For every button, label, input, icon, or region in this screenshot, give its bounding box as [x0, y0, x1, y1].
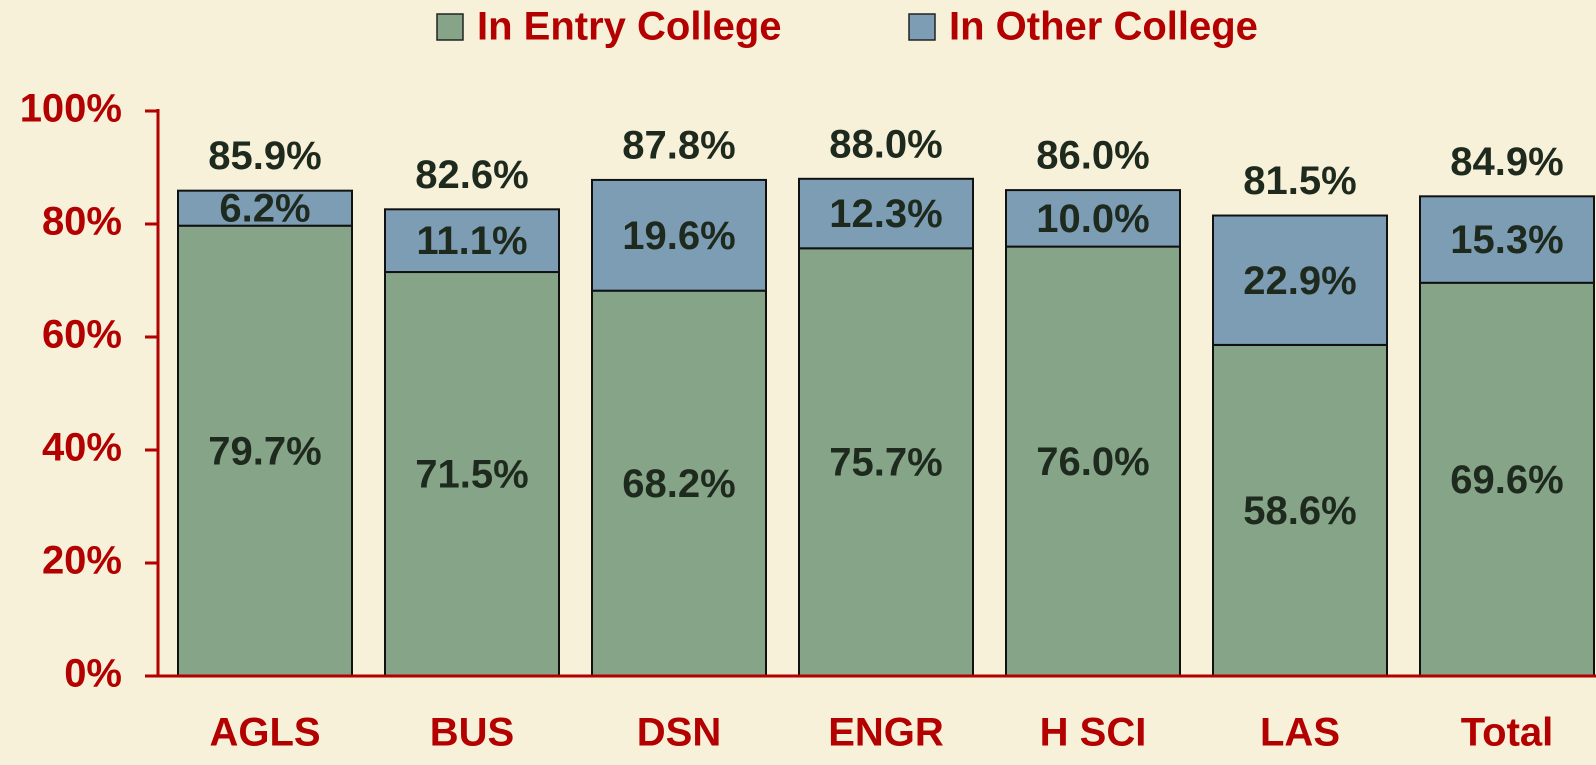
legend-swatch — [436, 13, 464, 41]
bar-segment — [1419, 195, 1595, 284]
total-label: 86.0% — [1036, 134, 1149, 178]
total-label: 85.9% — [208, 134, 321, 178]
x-tick-label: BUS — [430, 711, 514, 755]
bar-segment — [177, 189, 353, 227]
value-label: 75.7% — [829, 441, 942, 485]
value-label: 6.2% — [219, 187, 310, 231]
y-tick-label: 20% — [42, 539, 122, 583]
bar-segment — [798, 177, 974, 250]
bar-segment — [384, 271, 560, 677]
value-label: 76.0% — [1036, 440, 1149, 484]
legend-swatch — [908, 13, 936, 41]
x-tick-label: DSN — [637, 711, 721, 755]
x-tick-label: ENGR — [828, 711, 944, 755]
bar-segment — [591, 178, 767, 292]
total-label: 81.5% — [1243, 159, 1356, 203]
value-label: 19.6% — [622, 214, 735, 258]
y-tick-label: 100% — [20, 87, 122, 131]
y-tick-label: 40% — [42, 426, 122, 470]
value-label: 71.5% — [415, 453, 528, 497]
value-label: 79.7% — [208, 429, 321, 473]
value-label: 11.1% — [416, 219, 527, 263]
value-label: 15.3% — [1450, 218, 1563, 262]
y-tick-label: 0% — [64, 652, 122, 696]
total-label: 88.0% — [829, 122, 942, 166]
value-label: 69.6% — [1450, 458, 1563, 502]
y-tick-label: 80% — [42, 200, 122, 244]
total-label: 82.6% — [415, 153, 528, 197]
legend-label: In Other College — [949, 5, 1258, 49]
value-label: 58.6% — [1243, 489, 1356, 533]
bar-segment — [1212, 214, 1388, 346]
value-label: 12.3% — [829, 192, 942, 236]
total-label: 87.8% — [622, 123, 735, 167]
bar-segment — [1419, 281, 1595, 677]
x-tick-label: AGLS — [209, 711, 320, 755]
value-label: 10.0% — [1036, 197, 1149, 241]
value-label: 22.9% — [1243, 259, 1356, 303]
value-label: 68.2% — [622, 462, 735, 506]
x-tick-label: H SCI — [1040, 711, 1147, 755]
bar-segment — [798, 247, 974, 677]
bar-segment — [1005, 189, 1181, 248]
x-tick-label: LAS — [1260, 711, 1340, 755]
bar-segment — [384, 208, 560, 274]
total-label: 84.9% — [1450, 140, 1563, 184]
legend-label: In Entry College — [477, 5, 782, 49]
bar-segment — [591, 289, 767, 677]
y-tick-label: 60% — [42, 313, 122, 357]
x-tick-label: Total — [1461, 711, 1554, 755]
bar-segment — [1212, 343, 1388, 677]
